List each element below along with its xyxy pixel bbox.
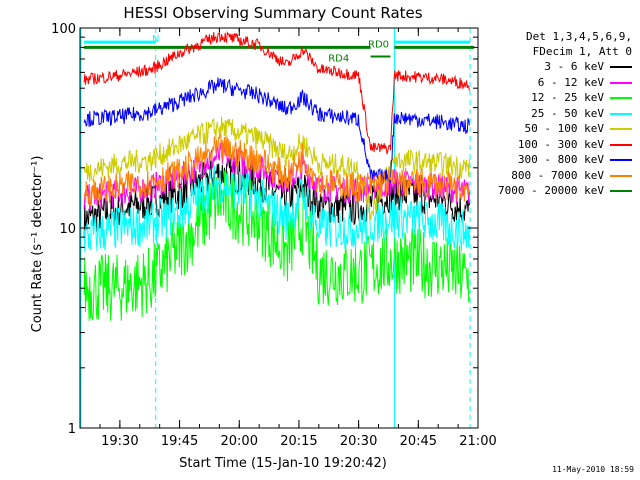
legend-label: 3 - 6 keV xyxy=(544,60,604,73)
series-line-7 xyxy=(83,133,470,208)
series-line-6 xyxy=(83,77,470,185)
legend-item: 12 - 25 keV xyxy=(484,90,634,106)
legend-item: 800 - 7000 keV xyxy=(484,168,634,184)
legend-item: 25 - 50 keV xyxy=(484,106,634,122)
x-tick-label: 21:00 xyxy=(459,434,496,449)
legend-item: 100 - 300 keV xyxy=(484,137,634,153)
chart-title: HESSI Observing Summary Count Rates xyxy=(123,4,422,22)
x-axis-label: Start Time (15-Jan-10 19:20:42) xyxy=(179,456,387,471)
x-tick-label: 20:00 xyxy=(221,434,258,449)
legend-label: 25 - 50 keV xyxy=(531,106,604,120)
legend-item: 3 - 6 keV xyxy=(484,59,634,75)
x-tick-label: 19:30 xyxy=(101,434,138,449)
x-tick-label: 19:45 xyxy=(161,434,198,449)
legend-swatch xyxy=(610,190,632,192)
legend-header-2: FDecim 1, Att 0 xyxy=(532,45,632,58)
y-tick-label: 100 xyxy=(51,22,76,37)
legend-item: 6 - 12 keV xyxy=(484,75,634,91)
legend-swatch xyxy=(610,112,632,115)
legend-swatch xyxy=(610,128,632,130)
annotation-label: N xyxy=(152,34,159,45)
legend-item: 50 - 100 keV xyxy=(484,121,634,137)
series-line-3 xyxy=(83,165,470,253)
series-line-4 xyxy=(83,116,470,221)
legend-swatch xyxy=(610,81,632,84)
legend-label: 7000 - 20000 keV xyxy=(498,184,604,197)
x-tick-label: 20:30 xyxy=(340,434,377,449)
legend-swatch xyxy=(610,174,632,177)
x-tick-label: 20:45 xyxy=(400,434,437,449)
legend-swatch xyxy=(610,143,632,146)
y-tick-label: 1 xyxy=(68,422,76,437)
y-axis-label: Count Rate (s⁻¹ detector⁻¹) xyxy=(30,156,45,333)
series-line-2 xyxy=(83,169,470,321)
annotation-label: RD0 xyxy=(368,39,389,50)
legend-label: 12 - 25 keV xyxy=(531,91,604,104)
y-tick-label: 10 xyxy=(59,222,76,237)
legend-label: 100 - 300 keV xyxy=(517,137,604,151)
legend-label: 50 - 100 keV xyxy=(524,122,604,135)
timestamp: 11-May-2010 18:59 xyxy=(552,465,634,474)
legend-label: 6 - 12 keV xyxy=(537,75,604,89)
legend-swatch xyxy=(610,159,632,161)
axes: 19:30 19:45 20:00 20:15 20:30 20:45 21:00 1 10 10… xyxy=(51,22,497,449)
legend-swatch xyxy=(610,66,632,68)
legend-label: 300 - 800 keV xyxy=(517,153,604,166)
legend-item: 7000 - 20000 keV xyxy=(484,183,634,199)
legend-item: 300 - 800 keV xyxy=(484,152,634,168)
legend-label: 800 - 7000 keV xyxy=(511,168,604,182)
annotation-label: RD4 xyxy=(328,53,349,64)
x-tick-label: 20:15 xyxy=(280,434,317,449)
series-line-5 xyxy=(83,30,470,155)
legend-swatch xyxy=(610,97,632,99)
plot-area: N RD0 RD4 xyxy=(80,28,475,428)
legend-header-1: Det 1,3,4,5,6,9, xyxy=(526,30,632,43)
legend: Det 1,3,4,5,6,9, FDecim 1, Att 0 3 - 6 k… xyxy=(484,29,634,199)
